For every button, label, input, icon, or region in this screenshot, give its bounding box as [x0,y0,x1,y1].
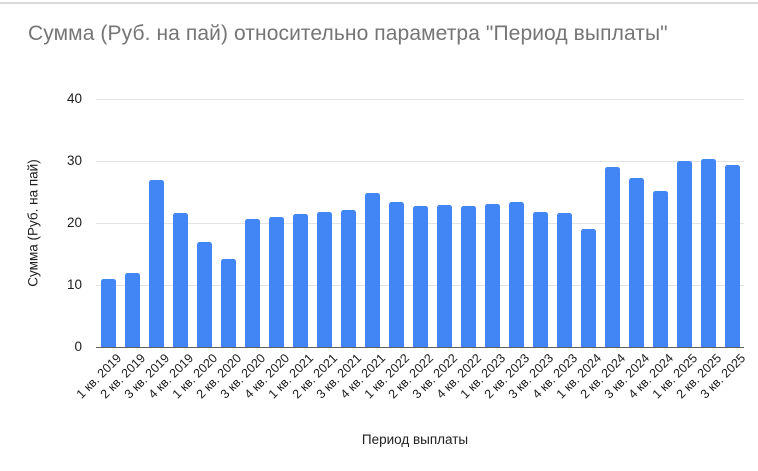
bar [388,201,404,347]
x-axis-title: Период выплаты [361,432,469,447]
bar [676,161,692,347]
y-tick-label: 20 [66,215,82,230]
bar [628,178,644,347]
bar [244,219,260,347]
chart-title: Сумма (Руб. на пай) относительно парамет… [28,22,668,45]
bar [604,167,620,347]
bar [340,209,356,347]
bar [148,180,164,347]
top-divider [0,2,758,4]
bar [412,205,428,347]
bar [700,159,716,347]
y-tick-label: 10 [66,277,82,292]
y-tick-label: 40 [66,91,82,106]
y-tick-label: 30 [66,153,82,168]
bar [724,164,740,347]
bar [196,241,212,347]
bar [580,229,596,347]
bar [436,205,452,347]
bar [316,211,332,347]
bar [508,201,524,347]
bar [292,213,308,347]
bar [268,216,284,347]
bar [652,191,668,347]
bar [556,213,572,347]
gridline-40 [96,99,744,100]
x-axis-line [96,347,744,348]
bar [220,258,236,347]
bar [532,211,548,347]
bar [124,272,140,347]
bar [172,213,188,347]
bar [484,203,500,347]
bar [100,278,116,347]
bar [364,192,380,347]
bar [460,206,476,347]
y-tick-label: 0 [74,339,82,354]
gridline-30 [96,161,744,162]
